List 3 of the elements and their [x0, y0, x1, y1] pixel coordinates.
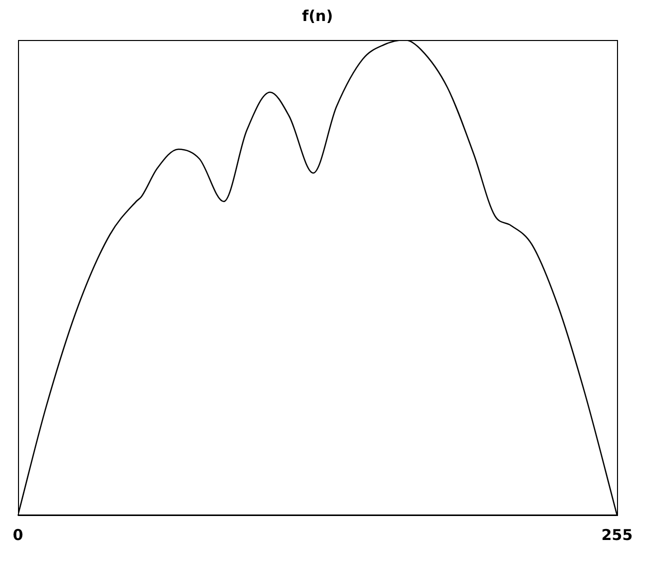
chart-title: f(n)	[302, 6, 333, 25]
x-tick-label: 255	[601, 526, 633, 544]
x-tick-label: 0	[12, 526, 24, 544]
